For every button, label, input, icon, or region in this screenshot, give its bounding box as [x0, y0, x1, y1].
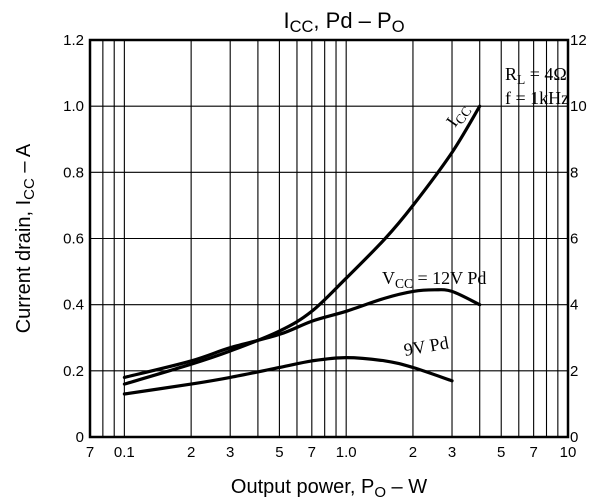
y2-tick-label: 10	[570, 98, 587, 115]
y-tick-label: 0.6	[63, 231, 84, 248]
x-tick-label: 3	[448, 444, 456, 461]
series-line-1	[122, 104, 482, 386]
plot-frame	[88, 38, 570, 439]
y-tick-label: 1.0	[63, 98, 84, 115]
x-tick-label: 2	[187, 444, 195, 461]
grid	[88, 38, 570, 439]
y2-tick-label: 4	[570, 297, 578, 314]
y2-tick-label: 0	[570, 429, 578, 446]
x-axis-label: Output power, PO – W	[231, 476, 427, 501]
annotation-frequency: f = 1kHz	[505, 88, 569, 108]
x-tick-label: 2	[409, 444, 417, 461]
y-tick-label: 0.2	[63, 363, 84, 380]
x-tick-label: 5	[275, 444, 283, 461]
series-line-2	[122, 288, 482, 379]
x-tick-label: 5	[497, 444, 505, 461]
series-label-2: VCC = 12V Pd	[382, 268, 486, 291]
y2-tick-label: 2	[570, 363, 578, 380]
x-tick-label: 7	[308, 444, 316, 461]
y2-tick-label: 8	[570, 164, 578, 181]
x-tick-label: 10	[560, 444, 577, 461]
y-tick-label: 0	[76, 429, 84, 446]
annotation-load: RL = 4Ω	[505, 64, 567, 87]
labels: 0 0.2 0.4 0.6 0.8 1.0 1.2 0 2 4 6 8 10 12 7 0.1 2 3 5 7 1.0 2…	[13, 8, 587, 501]
x-tick-label: 1.0	[336, 444, 357, 461]
y-axis-label: Current drain, ICC – A	[13, 143, 38, 333]
y2-tick-label: 6	[570, 231, 578, 248]
x-tick-label: 3	[226, 444, 234, 461]
curves	[122, 104, 482, 396]
x-tick-label: 7	[86, 444, 94, 461]
y-tick-label: 1.2	[63, 32, 84, 49]
y-tick-label: 0.4	[63, 297, 84, 314]
series-label-3: 9V Pd	[402, 332, 450, 360]
x-tick-label: 7	[529, 444, 537, 461]
x-tick-label: 0.1	[114, 444, 135, 461]
y-tick-label: 0.8	[63, 164, 84, 181]
chart-title: ICC, Pd – PO	[283, 8, 404, 36]
series-line-3	[122, 356, 454, 396]
y2-tick-label: 12	[570, 32, 587, 49]
